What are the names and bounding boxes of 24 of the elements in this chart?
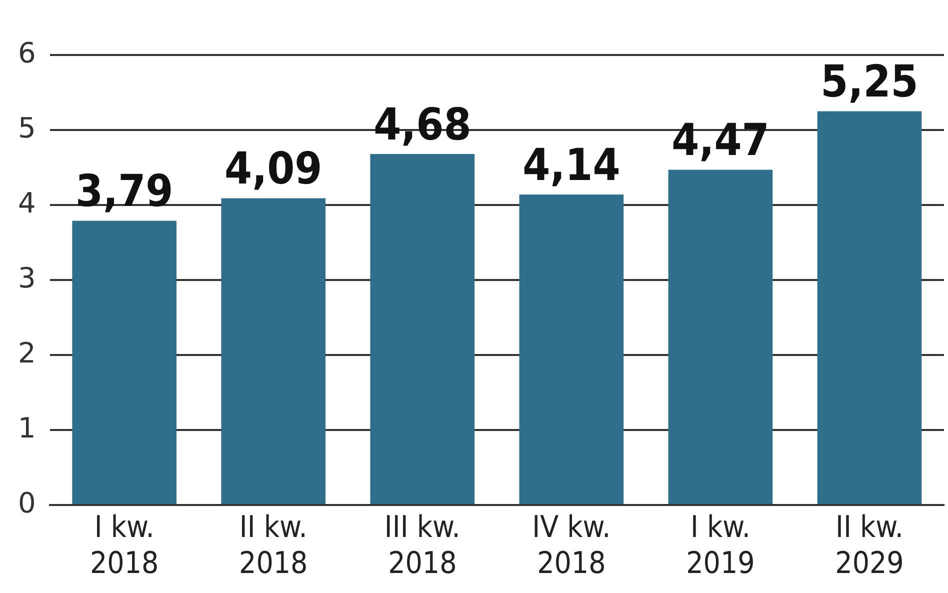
bar [72, 220, 176, 504]
x-tick-label: IV kw. 2018 [532, 510, 611, 581]
y-tick-label: 6 [18, 36, 36, 70]
y-tick-label: 2 [18, 336, 36, 370]
y-tick-label: 0 [18, 486, 36, 520]
x-tick-label: II kw. 2018 [239, 510, 308, 581]
x-tick-label: III kw. 2018 [384, 510, 460, 581]
data-label: 3,79 [75, 166, 174, 218]
bar [668, 170, 773, 504]
y-tick-label: 4 [18, 186, 36, 220]
bar [370, 154, 475, 504]
bar [817, 111, 922, 504]
y-tick-label: 1 [18, 411, 36, 444]
y-tick-label: 5 [18, 111, 36, 144]
data-label: 5,25 [820, 56, 918, 108]
bar [221, 198, 326, 504]
data-label: 4,14 [522, 140, 620, 191]
x-tick-label: II kw. 2029 [835, 510, 904, 581]
y-tick-label: 3 [18, 261, 36, 294]
x-tick-label: I kw. 2019 [686, 510, 755, 581]
bar [519, 194, 624, 504]
x-tick-label: I kw. 2018 [90, 510, 159, 581]
data-label: 4,47 [672, 115, 770, 166]
data-label: 4,09 [224, 144, 322, 195]
